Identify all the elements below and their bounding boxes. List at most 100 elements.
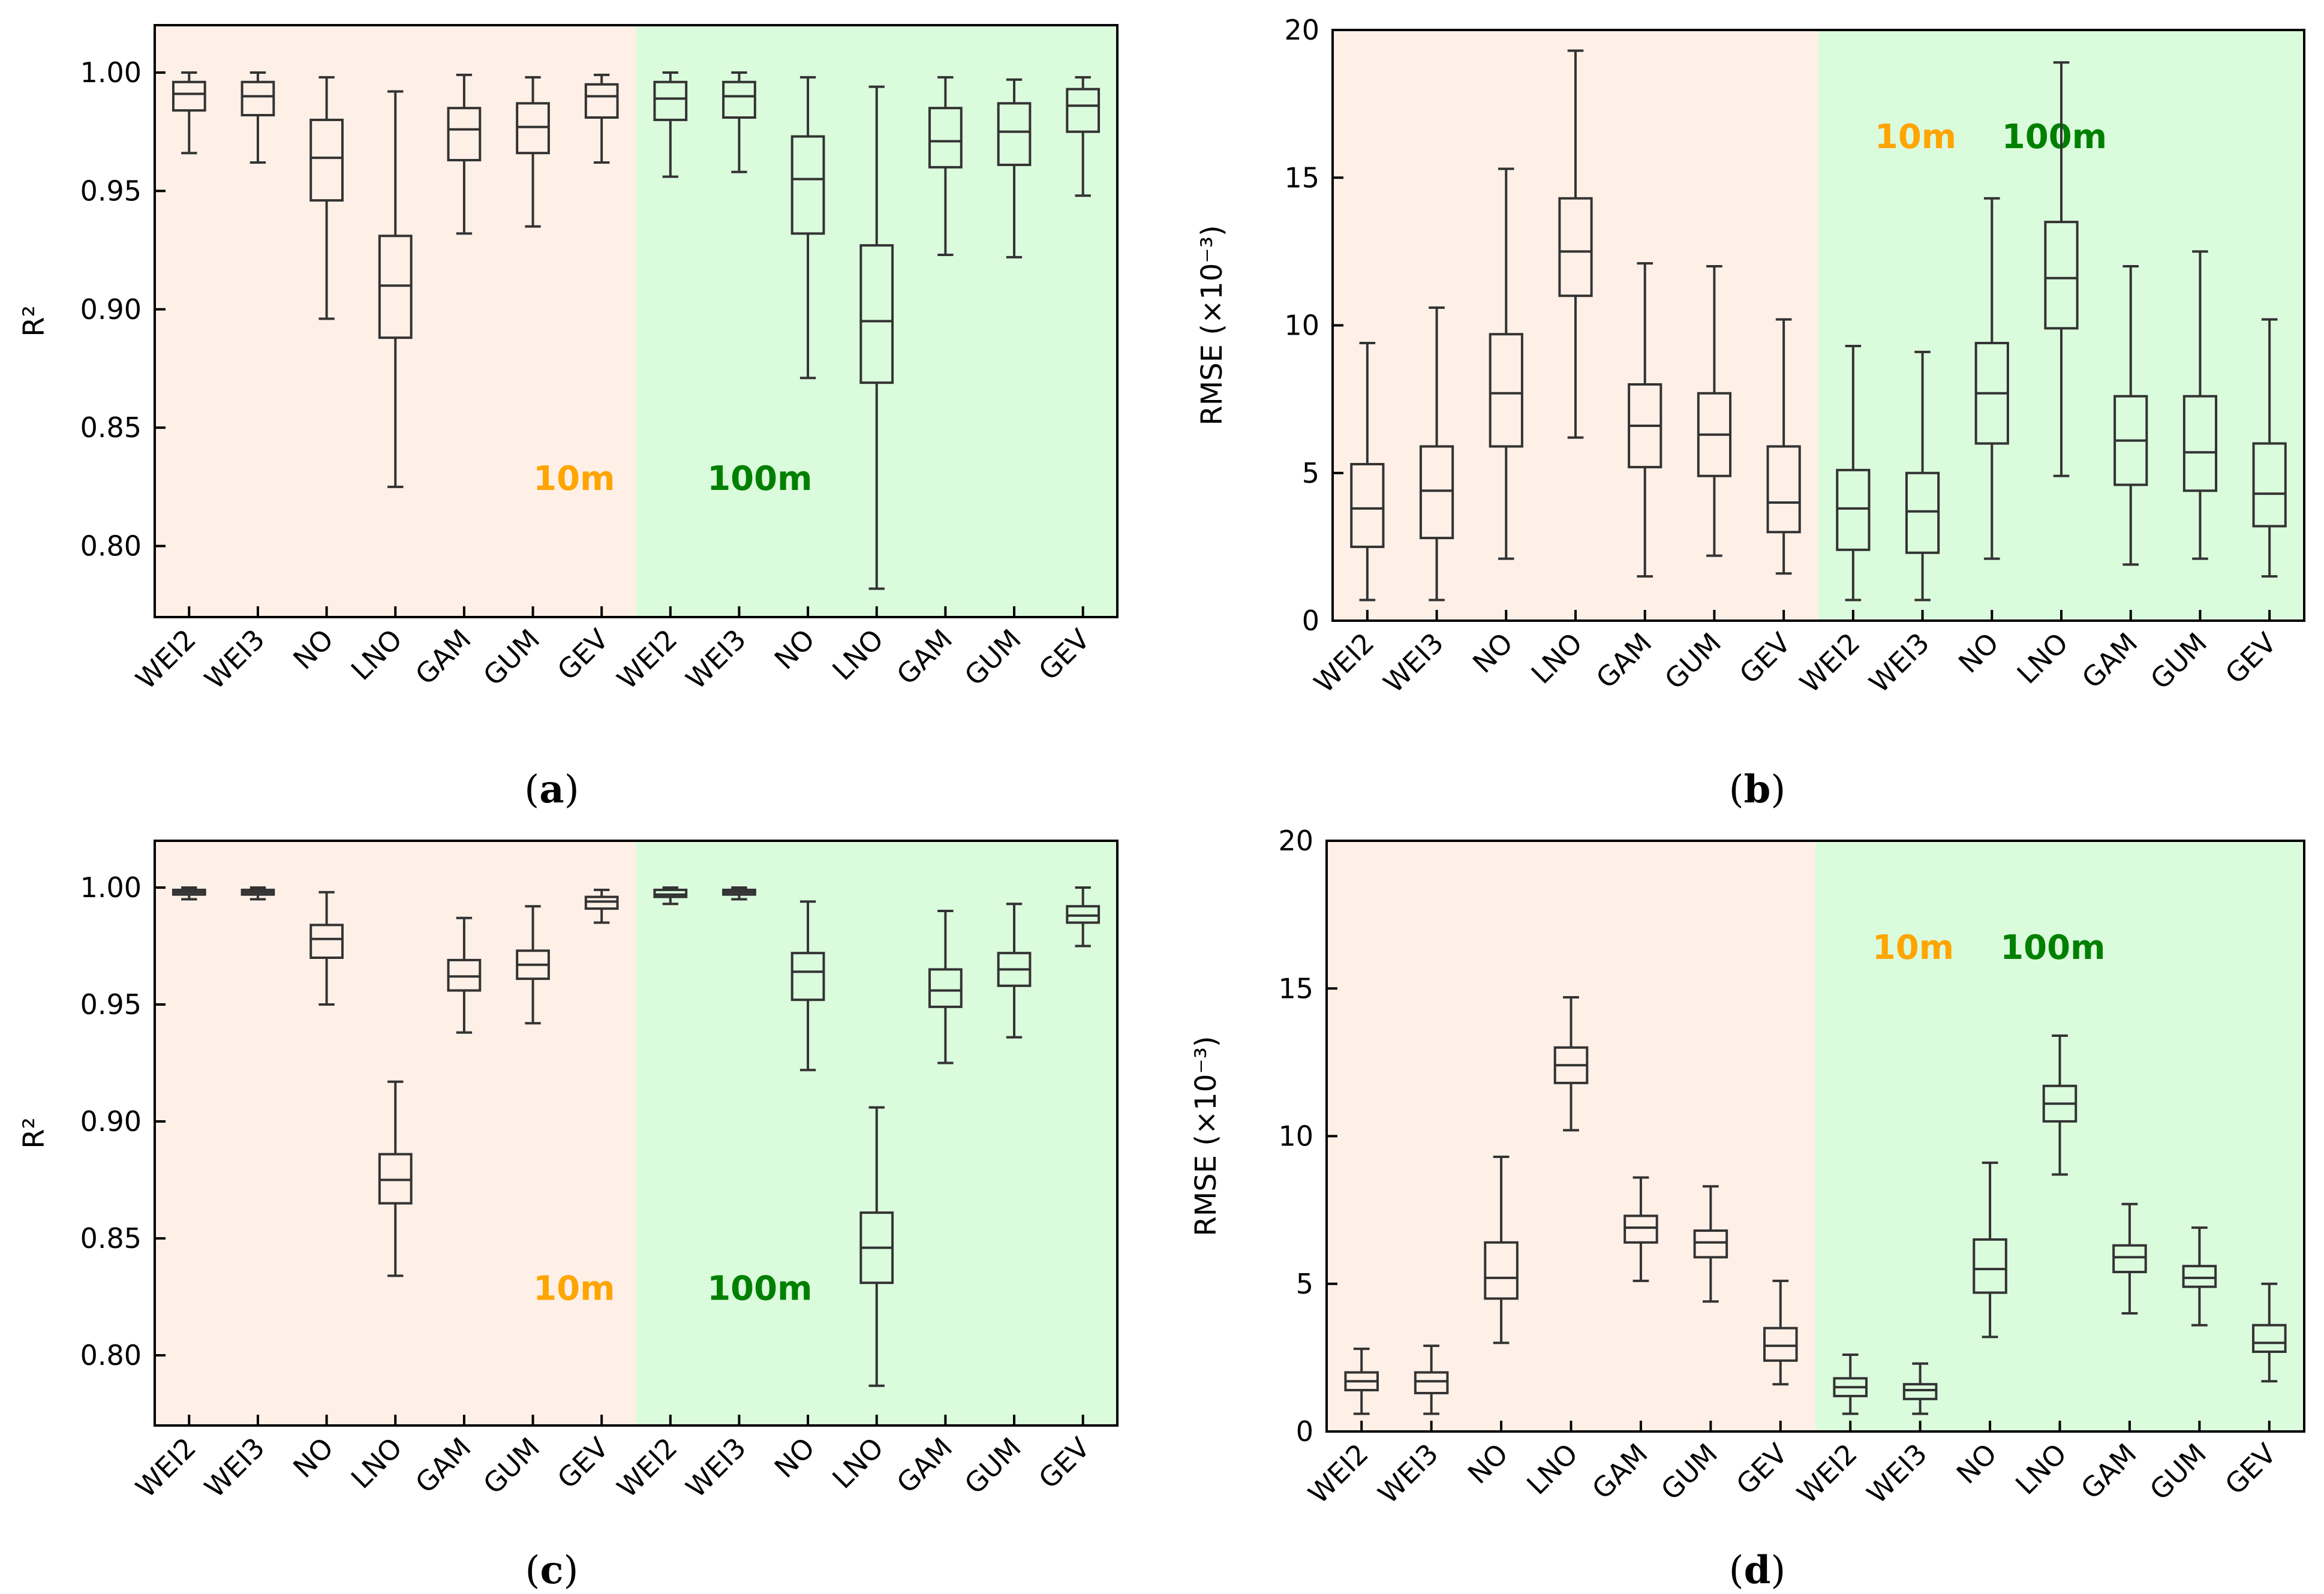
x-tick-label: GAM <box>890 1431 958 1500</box>
x-tick-label: WEI3 <box>1372 1437 1444 1510</box>
box-lno <box>1553 996 1589 1132</box>
plot-frame <box>154 24 1119 618</box>
x-tick-label: WEI2 <box>1302 1437 1375 1510</box>
y-tick-label: 10 <box>1284 309 1319 342</box>
x-tick-label: GAM <box>1586 1437 1654 1506</box>
box-iqr <box>653 80 688 121</box>
plot-frame <box>154 840 1119 1427</box>
box-lno <box>1558 49 1593 439</box>
x-tick-label: NO <box>287 623 339 676</box>
box-wei2 <box>172 886 206 901</box>
x-tick-label: WEI2 <box>1307 627 1380 699</box>
x-tick-label: NO <box>768 1431 821 1484</box>
region-label-10m: 10m <box>1875 118 1956 157</box>
y-tick-label: 0.95 <box>80 175 142 207</box>
box-gam <box>928 76 963 256</box>
box-gam <box>447 916 482 1034</box>
box-gev <box>584 888 619 924</box>
box-wei2 <box>653 71 688 178</box>
box-no <box>1974 197 2009 560</box>
box-gev <box>584 73 619 164</box>
x-tick-label: WEI3 <box>1860 1437 1933 1510</box>
box-gam <box>928 910 963 1064</box>
x-tick-label: WEI2 <box>611 623 683 696</box>
x-tick-label: GUM <box>1658 627 1727 696</box>
x-tick-label: NO <box>1466 627 1519 679</box>
y-tick-label: 0.80 <box>80 530 142 563</box>
box-no <box>790 76 825 380</box>
box-iqr <box>928 968 963 1008</box>
y-tick-label: 10 <box>1278 1120 1313 1153</box>
box-wei3 <box>1414 1345 1449 1415</box>
box-iqr <box>1350 462 1385 548</box>
box-gam <box>2112 1202 2147 1315</box>
y-tick-label: 15 <box>1278 972 1313 1004</box>
x-tick-label: LNO <box>1525 627 1589 690</box>
y-tick-label: 0 <box>1296 1415 1313 1448</box>
box-wei3 <box>722 886 756 901</box>
y-axis-title: RMSE (×10⁻³) <box>1195 225 1229 425</box>
box-wei3 <box>240 886 275 901</box>
region-label-100m: 100m <box>707 459 812 498</box>
box-iqr <box>240 80 275 117</box>
box-gum <box>997 78 1032 258</box>
y-tick-label: 0.85 <box>80 1222 142 1255</box>
box-iqr <box>1558 197 1593 297</box>
box-iqr <box>2112 1244 2147 1274</box>
box-iqr <box>997 102 1032 166</box>
box-iqr <box>1905 471 1940 554</box>
box-iqr <box>1902 1383 1938 1400</box>
box-iqr <box>1836 468 1871 551</box>
box-wei3 <box>1902 1362 1938 1415</box>
box-wei3 <box>1419 306 1454 601</box>
box-no <box>1973 1161 2007 1339</box>
box-iqr <box>1766 445 1801 534</box>
x-tick-label: WEI2 <box>1791 1437 1863 1510</box>
y-tick-label: 0.90 <box>80 1105 142 1138</box>
x-tick-label: NO <box>1952 627 2005 679</box>
x-tick-label: GUM <box>477 623 546 692</box>
x-tick-label: GAM <box>409 1431 477 1500</box>
box-iqr <box>1066 88 1101 133</box>
y-tick-label: 5 <box>1296 1268 1313 1300</box>
x-tick-label: GUM <box>477 1431 546 1500</box>
box-iqr <box>1763 1327 1798 1362</box>
box-iqr <box>722 80 756 119</box>
box-gam <box>1624 1176 1658 1282</box>
x-tick-label: WEI3 <box>1863 627 1935 699</box>
x-tick-label: WEI2 <box>611 1431 683 1504</box>
box-iqr <box>928 107 963 169</box>
y-axis-title: RMSE (×10⁻³) <box>1189 1036 1223 1236</box>
box-iqr <box>1419 445 1454 540</box>
box-wei2 <box>1833 1353 1868 1415</box>
box-wei2 <box>1836 344 1871 601</box>
x-tick-label: NO <box>287 1431 339 1484</box>
y-tick-label: 0.90 <box>80 293 142 326</box>
box-lno <box>2044 61 2079 477</box>
x-tick-label: NO <box>768 623 821 676</box>
x-tick-label: GAM <box>2075 1437 2143 1506</box>
box-iqr <box>584 83 619 119</box>
y-tick-label: 0.95 <box>80 988 142 1021</box>
y-tick-label: 5 <box>1302 457 1319 489</box>
box-iqr <box>2252 1324 2287 1354</box>
region-label-10m: 10m <box>533 459 615 498</box>
region-label-100m: 100m <box>2000 928 2105 967</box>
panel-caption: (d) <box>1729 1548 1786 1593</box>
x-tick-label: LNO <box>826 623 889 687</box>
x-tick-label: GUM <box>958 623 1027 692</box>
box-gum <box>2182 250 2218 560</box>
x-tick-label: LNO <box>2009 1437 2073 1501</box>
box-iqr <box>1973 1238 2007 1294</box>
y-tick-label: 20 <box>1284 14 1319 46</box>
region-bg-10m <box>1327 841 1815 1431</box>
box-iqr <box>309 118 344 202</box>
box-iqr <box>790 952 825 1001</box>
box-wei2 <box>172 71 206 155</box>
box-no <box>1484 1155 1519 1345</box>
box-gum <box>516 76 550 228</box>
box-lno <box>2042 1034 2078 1176</box>
x-tick-label: WEI3 <box>680 1431 752 1504</box>
box-no <box>790 900 825 1072</box>
box-gum <box>2182 1226 2217 1327</box>
